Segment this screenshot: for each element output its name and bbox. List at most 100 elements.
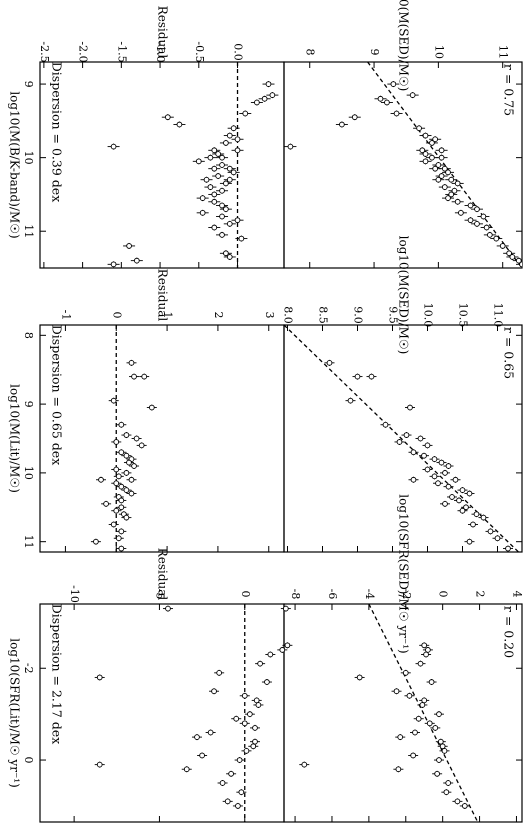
residual-point	[219, 202, 225, 209]
main-tick-label: 11	[497, 45, 510, 59]
residual-point	[96, 761, 103, 768]
data-point	[390, 81, 397, 87]
data-point	[407, 404, 413, 411]
data-point	[356, 674, 363, 681]
x-tick-label: 11	[22, 535, 35, 549]
data-point	[448, 191, 455, 198]
residual-point	[211, 688, 217, 695]
residual-point	[98, 476, 104, 483]
data-point	[377, 95, 384, 102]
residual-point	[96, 674, 103, 681]
data-point	[326, 359, 333, 366]
y-axis-label: log10(M(SED)/M☉)	[397, 236, 411, 355]
residual-point	[123, 487, 130, 493]
data-point	[451, 187, 458, 194]
main-tick-label: 0	[437, 591, 450, 598]
data-point	[454, 198, 461, 205]
residual-point	[123, 432, 130, 438]
main-tick-label: 9.0	[352, 306, 365, 324]
data-point	[441, 165, 448, 172]
data-point	[419, 147, 426, 154]
data-point	[459, 507, 466, 514]
residual-point	[223, 180, 229, 187]
data-point	[393, 688, 400, 695]
data-point	[421, 452, 427, 459]
residual-point	[128, 359, 135, 366]
x-tick-label: 0	[22, 757, 35, 764]
residual-point	[238, 789, 245, 796]
data-point	[410, 752, 416, 759]
residual-point	[118, 504, 125, 511]
correlation-annotation: r = 0.75	[502, 64, 517, 116]
data-point	[445, 463, 452, 469]
residual-point	[141, 373, 148, 380]
y-axis-label: log10(M(SED)/M☉)	[397, 0, 411, 91]
data-point	[480, 514, 487, 521]
data-point	[410, 449, 417, 456]
data-point	[424, 466, 431, 473]
residual-point	[252, 725, 258, 731]
x-tick-label: 9	[22, 401, 35, 408]
data-point	[423, 651, 429, 658]
x-tick-label: 9	[22, 81, 35, 88]
residual-point	[113, 466, 120, 473]
data-point	[445, 483, 452, 490]
x-axis-label: log10(M(B/K-band)/M☉)	[8, 91, 22, 238]
data-point	[474, 221, 480, 227]
residual-point	[241, 692, 248, 699]
residual-point	[118, 483, 125, 490]
data-point	[421, 642, 428, 649]
data-point	[421, 697, 428, 704]
x-tick-label: 10	[22, 151, 35, 165]
fit-line	[367, 62, 522, 268]
data-point	[519, 261, 522, 268]
residual-point	[133, 257, 140, 264]
correlation-annotation: r = 0.65	[502, 327, 517, 379]
data-point	[432, 165, 439, 172]
data-point	[438, 173, 445, 179]
main-tick-label: 8.5	[317, 306, 330, 324]
data-point	[409, 92, 416, 98]
residual-point	[219, 232, 225, 238]
residual-point	[264, 679, 270, 685]
data-point	[347, 397, 354, 404]
residual-point	[211, 198, 218, 205]
residual-tick-label: 1	[161, 312, 174, 319]
residual-point	[115, 473, 122, 480]
data-point	[487, 528, 494, 535]
data-point	[466, 490, 473, 497]
data-point	[493, 235, 500, 242]
data-point	[412, 729, 418, 736]
chart-panel-top: -2.5 -2.0 -1.5 -1.0 -0.5 0.0 8 9 10 11 9 10 11 Residu…	[8, 0, 523, 269]
residual-point	[103, 500, 109, 507]
data-point	[454, 180, 461, 187]
x-tick-label: 11	[22, 224, 35, 238]
correlation-annotation: r = 0.20	[502, 606, 517, 658]
residual-point	[250, 743, 257, 750]
residual-point	[265, 81, 272, 87]
residual-point	[219, 154, 225, 161]
data-point	[441, 748, 448, 754]
residual-point	[219, 187, 225, 194]
residual-point	[123, 452, 130, 459]
residual-tick-label: -1	[59, 310, 72, 321]
residual-point	[254, 99, 260, 106]
residual-point	[126, 459, 132, 466]
data-point	[506, 250, 512, 257]
residual-point	[199, 209, 206, 216]
main-tick-label: 8.0	[282, 306, 295, 324]
main-tick-label: 10.0	[422, 303, 435, 328]
data-point	[443, 789, 450, 796]
residual-tick-label: -5	[153, 589, 166, 600]
data-point	[425, 647, 431, 653]
residual-point	[207, 184, 214, 190]
data-point	[431, 456, 438, 462]
data-point	[473, 511, 480, 518]
residual-point	[223, 206, 229, 212]
residual-point	[216, 669, 223, 676]
data-point	[458, 209, 464, 216]
data-point	[463, 504, 469, 511]
data-point	[416, 125, 422, 132]
residual-point	[215, 151, 222, 157]
residual-frame	[39, 324, 285, 553]
